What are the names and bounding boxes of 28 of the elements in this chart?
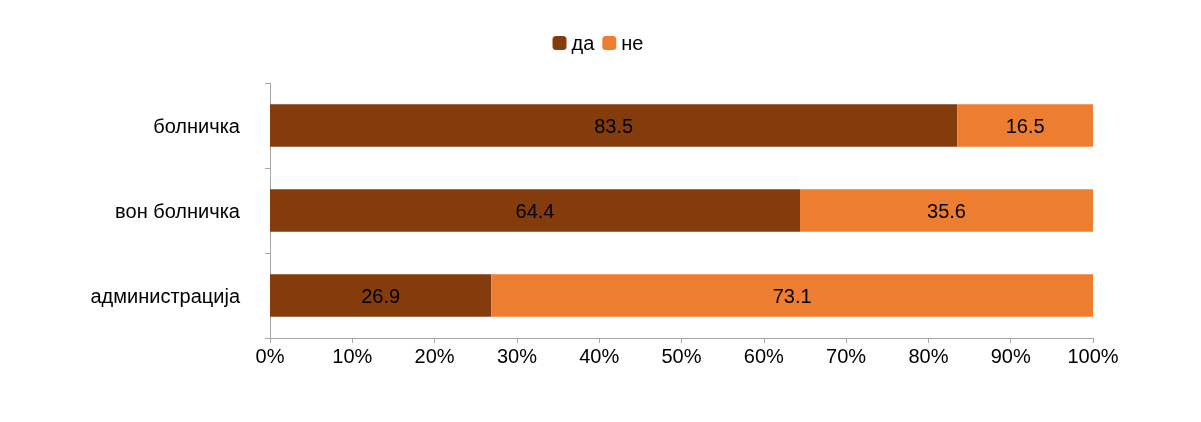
bar (270, 189, 801, 232)
y-tick-label: администрација (90, 284, 241, 307)
bar (270, 274, 492, 317)
y-tick-label: болничка (153, 114, 241, 137)
x-tick-label: 100% (1067, 345, 1119, 367)
data-label: 16.5 (1005, 114, 1045, 137)
x-tick-label: 50% (661, 345, 702, 367)
x-tick-label: 40% (579, 345, 620, 367)
data-label: 83.5 (594, 114, 634, 137)
x-tick-label: 20% (414, 345, 455, 367)
bar (491, 274, 1093, 317)
bar (957, 104, 1093, 147)
data-label: 64.4 (515, 199, 555, 222)
x-tick-label: 0% (255, 345, 285, 367)
data-label: 26.9 (361, 284, 401, 307)
x-tick-label: 10% (332, 345, 373, 367)
legend-label: не (621, 32, 644, 54)
bar (270, 104, 958, 147)
x-tick-label: 80% (908, 345, 949, 367)
x-tick-label: 30% (496, 345, 538, 367)
x-tick-label: 70% (826, 345, 867, 367)
data-label: 73.1 (772, 284, 812, 307)
x-tick-label: 90% (990, 345, 1031, 367)
x-tick-label: 60% (743, 345, 785, 367)
bar (800, 189, 1093, 232)
data-label: 35.6 (927, 199, 966, 222)
legend-label: да (571, 32, 596, 54)
y-tick-label: вон болничка (115, 199, 241, 222)
